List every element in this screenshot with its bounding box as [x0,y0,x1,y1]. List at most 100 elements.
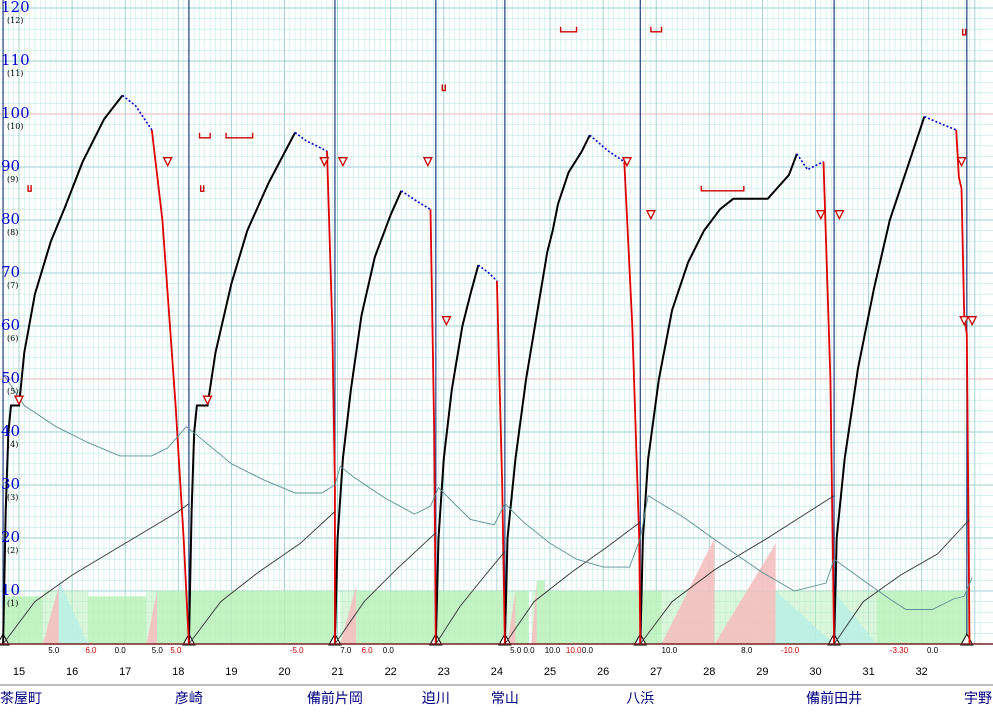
grid [0,0,993,645]
y-tick-sublabel: (12) [7,16,23,25]
limit-bracket [225,132,254,139]
gradient-up [146,591,158,644]
gradient-down [834,591,877,644]
curves [2,94,973,645]
y-tick-sublabel: (4) [7,440,18,449]
x-tick-label: 32 [916,666,928,678]
gradient-label: 5.0 [510,646,522,655]
coast-segment [477,264,498,282]
station-name: 備前田井 [806,690,862,707]
x-tick-label: 29 [756,666,768,678]
x-tick-label: 21 [331,666,343,678]
y-tick-label: 20 [1,528,20,546]
limit-marker [422,157,433,168]
x-tick-label: 28 [703,666,715,678]
aux_curve-segment [833,558,973,610]
x-tick-label: 15 [13,666,25,678]
x-tick-label: 16 [66,666,78,678]
gradient-label: 0.0 [523,646,535,655]
speed_power-segment [2,94,124,645]
limit-marker [956,157,967,168]
gradient-label: 0.0 [383,646,395,655]
speed_brake-segment [822,161,835,645]
gradient-label: 10.0 [566,646,582,655]
speed_brake-segment [150,129,190,645]
gradient-level [88,596,147,644]
speed_brake-segment [955,129,971,645]
speed_power-segment [639,153,798,645]
gradient-profile: 5.0 6.0 0.0 5.0 5.0 -5.0 7.0 6.0 0.0 5.0 0.0 10.0 10… [3,538,970,655]
limit-marker [621,157,633,168]
limit-marker [162,157,173,168]
limit-bracket [650,26,663,33]
station-name: 迫川 [422,691,450,707]
limit-bracket [700,185,745,192]
y-tick-label: 60 [1,316,20,334]
station-name: 備前片岡 [307,690,363,707]
aux_curve-segment [647,495,835,592]
gradient-up [714,543,776,644]
limit-tick [27,185,32,192]
y-tick-label: 80 [1,210,20,228]
y-tick-sublabel: (10) [7,122,23,131]
limit-marker [337,157,348,168]
station-name: 常山 [491,691,519,707]
gradient-label: 8.0 [741,646,753,655]
x-tick-label: 17 [119,666,131,678]
speed_power-segment [503,134,591,645]
coast-segment [589,134,625,163]
gradient-up [340,585,357,644]
y-tick-label: 50 [1,369,20,387]
gradient-label: -10.0 [781,646,800,655]
coast-segment [122,94,153,131]
y-tick-label: 30 [1,475,20,493]
x-tick-label: 23 [438,666,450,678]
x-tick-label: 20 [278,666,290,678]
station-name: 茶屋町 [0,691,42,707]
y-tick-sublabel: (7) [7,281,18,290]
y-tick-label: 90 [1,157,20,175]
limit-marker [319,157,330,168]
x-tick-label: 22 [385,666,397,678]
limit-marker [13,395,25,406]
y-tick-sublabel: (5) [7,387,18,396]
gradient-label: 5.0 [48,646,60,655]
y-tick-sublabel: (3) [7,493,18,502]
gradient-label: -3.30 [890,646,909,655]
gradient-level [157,591,335,644]
limit-marker [815,210,826,221]
y-tick-label: 10 [1,581,20,599]
x-tick-label: 27 [650,666,662,678]
x-tick-label: 30 [809,666,821,678]
speed_brake-segment [326,151,336,644]
y-tick-sublabel: (8) [7,228,18,237]
aux_curve-segment [2,373,200,457]
aux_curve-segment [454,502,524,526]
station-name: 八浜 [626,691,654,707]
coast-segment [400,190,431,211]
x-tick-label: 26 [597,666,609,678]
speed_power-segment [333,190,403,645]
y-tick-label: 40 [1,422,20,440]
aux_curve-segment [523,495,649,568]
speed-limits [13,26,978,406]
limit-bracket [198,132,211,139]
speed_power-segment [833,116,926,645]
gradient-label: 0.0 [115,646,127,655]
runtime_curve-segment [833,519,970,645]
y-tick-label: 120 [1,0,30,16]
coast-segment [924,115,957,131]
limit-tick [961,28,967,36]
x-tick-label: 18 [172,666,184,678]
station-name: 宇野 [964,691,992,707]
speed_brake-segment [496,280,506,645]
gradient-up [531,580,537,644]
y-tick-label: 70 [1,263,20,281]
x-tick-label: 31 [862,666,874,678]
speed_brake-segment [429,209,437,645]
limit-marker [202,395,213,406]
aux_curve-segment [199,436,354,494]
runtime_curve-segment [2,503,190,645]
